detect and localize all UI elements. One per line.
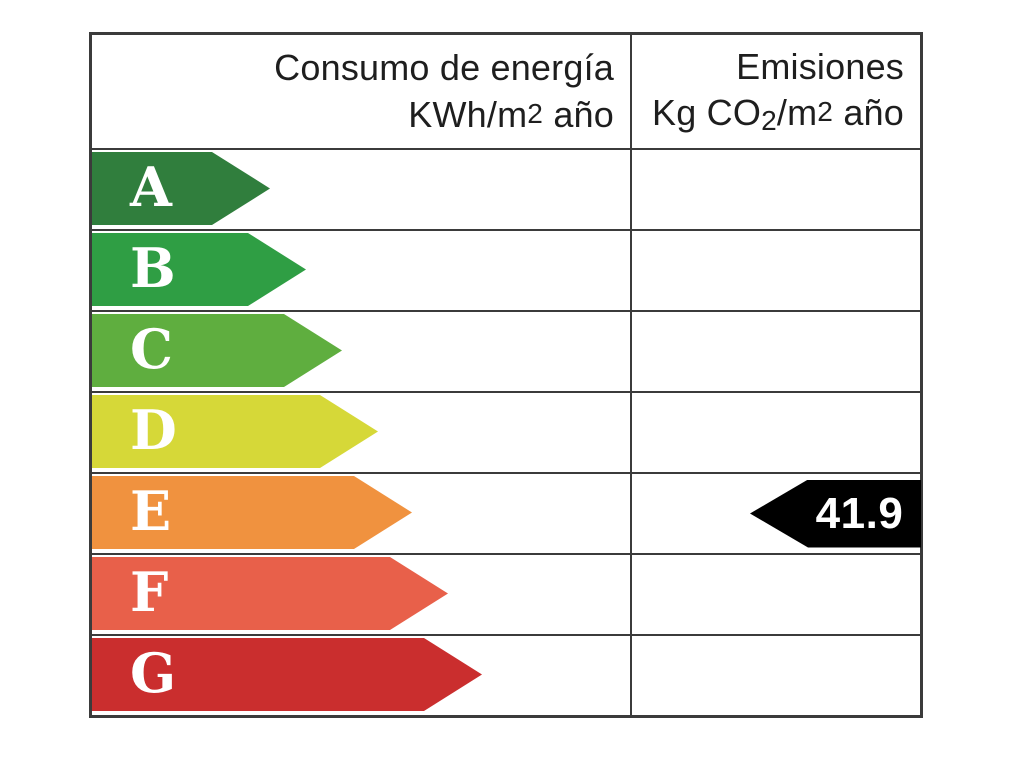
consumption-unit: KWh/m2 año	[408, 93, 614, 135]
rating-arrow-E: E	[92, 476, 412, 549]
rating-row-G: G	[92, 636, 920, 715]
consumption-cell-A: A	[92, 150, 632, 229]
emissions-value: 41.9	[815, 488, 904, 538]
emissions-column-header: Emisiones Kg CO2/m2 año	[632, 35, 920, 148]
consumption-title: Consumo de energía	[274, 47, 614, 89]
rating-letter-B: B	[130, 235, 176, 300]
emissions-indicator-arrow: 41.9	[750, 479, 921, 548]
rating-arrow-D: D	[92, 395, 378, 468]
emissions-cell-D	[632, 393, 920, 472]
rating-row-D: D	[92, 393, 920, 474]
consumption-cell-D: D	[92, 393, 632, 472]
consumption-cell-C: C	[92, 312, 632, 391]
emissions-title: Emisiones	[736, 45, 904, 87]
rating-arrow-C: C	[92, 314, 342, 387]
consumption-cell-F: F	[92, 555, 632, 634]
consumption-column-header: Consumo de energía KWh/m2 año	[92, 35, 632, 148]
rating-arrow-F: F	[92, 557, 448, 630]
emissions-cell-E: 41.9	[632, 474, 921, 553]
rating-rows: A B C D E 41.9 F G	[92, 150, 921, 715]
rating-letter-F: F	[130, 559, 169, 624]
emissions-cell-C	[632, 312, 920, 391]
rating-row-A: A	[92, 150, 920, 231]
rating-table: Consumo de energía KWh/m2 año Emisiones …	[89, 32, 923, 718]
rating-row-C: C	[92, 312, 920, 393]
rating-arrow-G: G	[92, 638, 482, 711]
rating-letter-G: G	[130, 640, 177, 705]
emissions-cell-F	[632, 555, 920, 634]
emissions-cell-B	[632, 231, 920, 310]
emissions-cell-G	[632, 636, 920, 715]
rating-arrow-A: A	[92, 152, 270, 225]
table-header-row: Consumo de energía KWh/m2 año Emisiones …	[92, 35, 920, 150]
rating-letter-A: A	[130, 154, 172, 219]
rating-row-F: F	[92, 555, 920, 636]
rating-letter-E: E	[130, 478, 172, 543]
emissions-unit: Kg CO2/m2 año	[652, 92, 904, 137]
rating-row-B: B	[92, 231, 920, 312]
emissions-cell-A	[632, 150, 920, 229]
consumption-cell-G: G	[92, 636, 632, 715]
rating-arrow-B: B	[92, 233, 306, 306]
rating-letter-C: C	[130, 316, 173, 381]
consumption-cell-B: B	[92, 231, 632, 310]
rating-letter-D: D	[130, 397, 177, 462]
rating-row-E: E 41.9	[92, 474, 921, 555]
consumption-cell-E: E	[92, 474, 632, 553]
